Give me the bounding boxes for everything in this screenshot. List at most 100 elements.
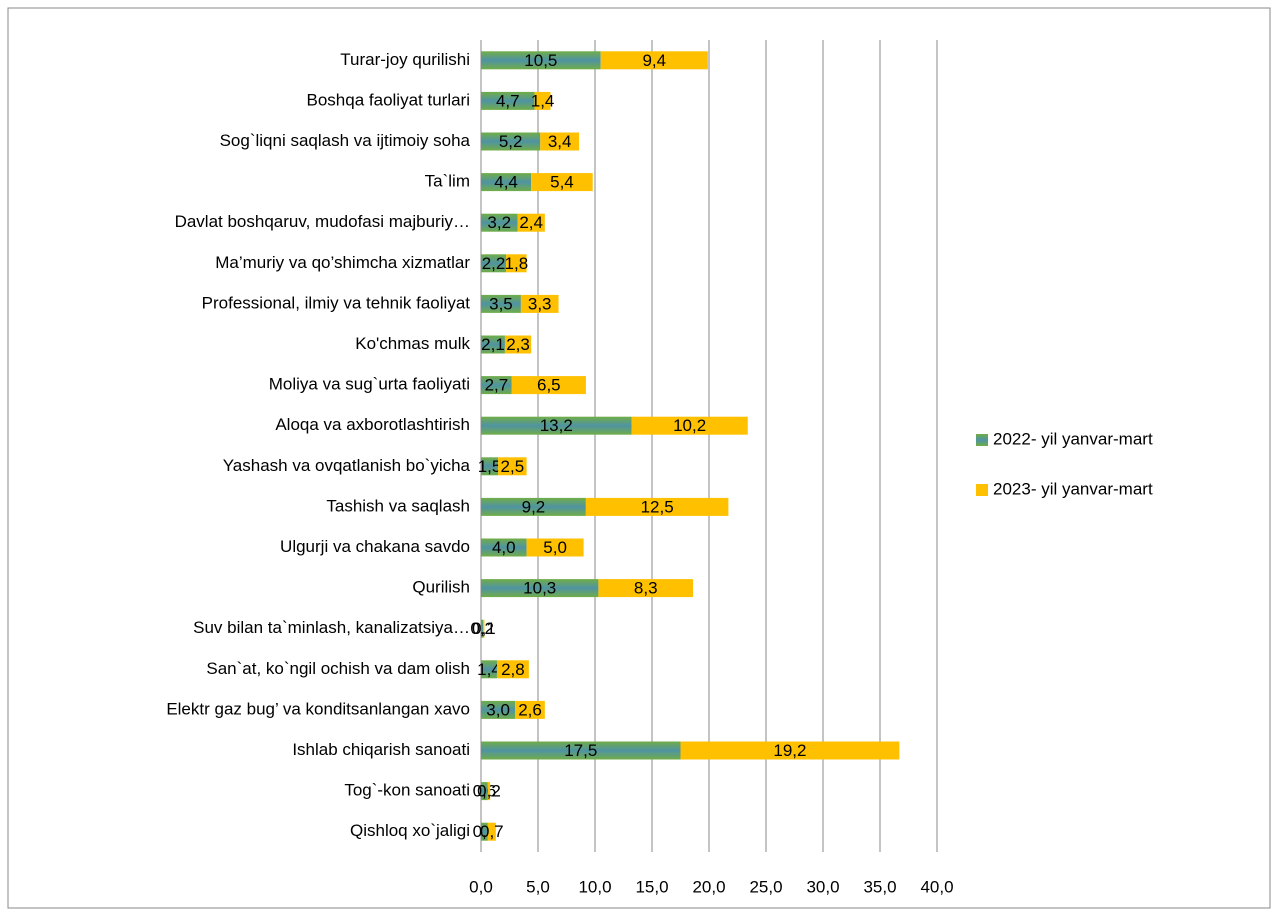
legend-label: 2022- yil yanvar-mart [993,429,1153,448]
data-label: 3,4 [548,132,572,151]
bar-segment [481,335,505,354]
bar-segment [481,619,484,638]
y-tick-label: Elektr gaz bug’ va konditsanlangan xavo [166,699,470,718]
bar-segment [517,213,545,232]
data-label: 10,5 [524,51,557,70]
bar-segment [600,51,708,70]
data-label: 3,5 [489,294,513,313]
bar-segment [515,700,545,719]
data-label: 2,2 [482,254,506,273]
bar-segment [498,457,527,476]
bar-segment [481,294,521,313]
data-label: 12,5 [641,497,674,516]
data-label: 2,3 [506,335,530,354]
y-tick-label: Yashash va ovqatlanish bo`yicha [223,456,471,475]
bar-segment [481,416,632,435]
data-label: 17,5 [564,741,597,760]
x-tick-label: 0,0 [469,877,493,896]
y-tick-label: Ulgurji va chakana savdo [280,537,470,556]
bar-segment [511,376,586,395]
y-tick-label: San`at, ko`ngil ochish va dam olish [206,659,470,678]
bar-segment [487,782,491,801]
x-tick-label: 30,0 [806,877,839,896]
data-label: 2,6 [518,700,542,719]
data-label: 1,5 [478,457,502,476]
bar-segment [481,213,518,232]
data-label: 5,4 [550,173,574,192]
x-tick-label: 35,0 [863,877,896,896]
data-label: 5,2 [499,132,523,151]
data-label: 1,8 [505,254,529,273]
bar-segment [531,173,593,192]
bar-segment [481,782,488,801]
y-tick-label: Ma’muriy va qo’shimcha xizmatlar [215,253,470,272]
data-label: 2,5 [501,457,525,476]
bar-segment [481,51,601,70]
y-tick-label: Suv bilan ta`minlash, kanalizatsiya… [193,618,470,637]
y-tick-label: Qishloq xo`jaligi [350,821,470,840]
y-tick-label: Sog`liqni saqlash va ijtimoiy soha [220,131,471,150]
legend-swatch [976,434,988,446]
data-label: 4,0 [492,538,516,557]
bar-segment [520,294,559,313]
data-label: 0,2 [477,782,501,801]
bar-segment [481,579,599,598]
bar-segment [631,416,748,435]
data-label: 9,4 [642,51,666,70]
data-label: 3,3 [528,294,552,313]
data-label: 19,2 [773,741,806,760]
bar-segment [481,700,516,719]
y-tick-label: Davlat boshqaruv, mudofasi majburiy… [175,212,470,231]
data-label: 2,1 [481,335,505,354]
data-label: 1,4 [531,91,555,110]
data-label: 1,4 [477,660,501,679]
y-tick-label: Ishlab chiqarish sanoati [292,740,470,759]
x-tick-label: 10,0 [578,877,611,896]
data-label: 5,0 [543,538,567,557]
data-label: 8,3 [634,579,658,598]
y-tick-label: Professional, ilmiy va tehnik faoliyat [202,293,471,312]
data-label: 6,5 [537,376,561,395]
data-label: 0,6 [473,782,497,801]
y-tick-label: Turar-joy qurilishi [340,50,470,69]
y-tick-label: Ta`lim [425,172,470,191]
data-label: 0,1 [472,619,496,638]
x-tick-label: 5,0 [526,877,550,896]
bar-segment [481,173,532,192]
y-tick-label: Aloqa va axborotlashtirish [275,415,470,434]
bar-segment [481,497,586,516]
y-tick-label: Qurilish [412,578,470,597]
bar-segment [534,91,551,110]
data-label: 0,2 [470,619,494,638]
bar-segment [598,579,694,598]
bar-segment [481,741,681,760]
y-tick-label: Boshqa faoliyat turlari [307,90,470,109]
legend-swatch [976,484,988,496]
x-tick-label: 40,0 [920,877,953,896]
bar-segment [496,660,529,679]
y-tick-label: Ko'chmas mulk [355,334,470,353]
data-label: 9,2 [522,497,546,516]
bar-segment [526,538,584,557]
data-label: 3,0 [486,700,510,719]
data-label: 0,7 [480,822,504,841]
bar-segment [506,254,527,273]
x-tick-label: 15,0 [635,877,668,896]
bar-segment [487,822,496,841]
bar-segment [481,822,488,841]
data-label: 13,2 [540,416,573,435]
data-label: 4,4 [494,173,518,192]
x-tick-label: 25,0 [749,877,782,896]
y-tick-label: Moliya va sug`urta faoliyati [269,375,470,394]
data-label: 4,7 [496,91,520,110]
bar-segment [540,132,580,151]
bar-segment [481,91,535,110]
bar-segment [585,497,729,516]
bar-segment [481,457,499,476]
bar-segment [481,538,527,557]
data-label: 2,7 [485,376,509,395]
chart-border [7,7,1271,909]
data-label: 2,8 [501,660,525,679]
bar-segment [481,254,507,273]
